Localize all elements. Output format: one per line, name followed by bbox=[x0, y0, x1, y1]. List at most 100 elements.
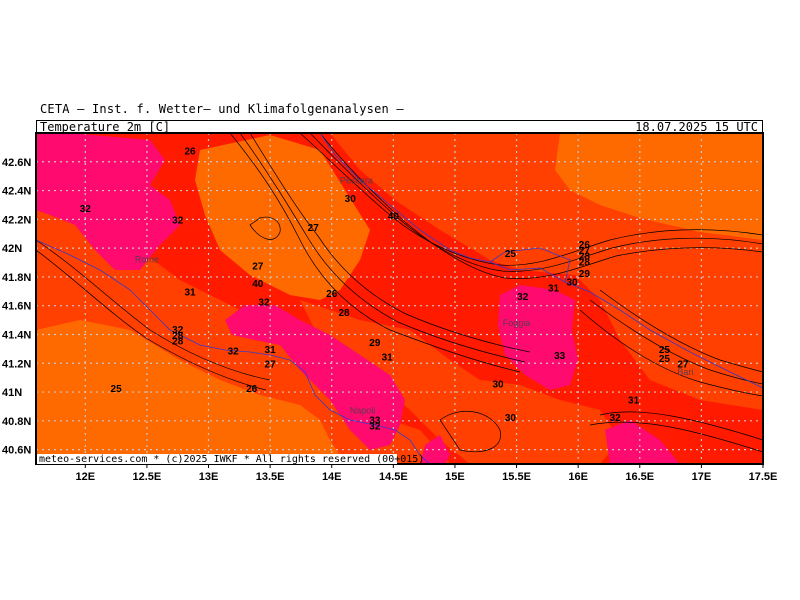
city-label-pescara: Pescara bbox=[340, 175, 373, 185]
isotherm-label: 27 bbox=[308, 223, 320, 234]
x-tick-label: 17.5E bbox=[749, 471, 778, 483]
field-33-campania bbox=[225, 305, 405, 450]
isotherm-label: 30 bbox=[345, 194, 357, 205]
y-tick-label: 42N bbox=[2, 243, 22, 255]
map-fields bbox=[36, 133, 763, 464]
y-tick-label: 42.2N bbox=[2, 214, 31, 226]
x-tick-label: 13.5E bbox=[256, 471, 285, 483]
sea-field-27-sw bbox=[36, 320, 345, 464]
isotherm-label: 26 bbox=[579, 240, 591, 251]
city-label-napoli: Napoli bbox=[350, 406, 376, 416]
isotherm-label: 32 bbox=[258, 298, 270, 309]
isotherm-label: 25 bbox=[111, 384, 123, 395]
isotherm-label: 28 bbox=[579, 257, 591, 268]
isotherm-label: 27 bbox=[677, 360, 689, 371]
isotherm-label: 29 bbox=[579, 269, 591, 280]
x-tick-label: 14.5E bbox=[379, 471, 408, 483]
isotherm-label: 27 bbox=[252, 262, 264, 273]
isotherm-line bbox=[249, 133, 531, 353]
field-29-inner bbox=[300, 300, 620, 464]
isotherm-label: 30 bbox=[493, 380, 505, 391]
isotherm-label: 31 bbox=[184, 288, 196, 299]
lat-lon-grid bbox=[36, 133, 763, 464]
isotherm-label: 32 bbox=[369, 421, 381, 432]
map-frame bbox=[35, 132, 764, 465]
isotherm-label: 40 bbox=[388, 211, 400, 222]
x-tick-label: 13E bbox=[199, 471, 219, 483]
coast-tyrrhenian bbox=[36, 239, 431, 464]
x-tick-label: 16E bbox=[568, 471, 588, 483]
isotherm-line bbox=[439, 411, 501, 453]
isotherm-line bbox=[36, 239, 271, 381]
footer-bg bbox=[37, 454, 397, 464]
isotherm-label: 31 bbox=[382, 352, 394, 363]
longitude-axis: 12E 12.5E 13E 13.5E 14E 14.5E 15E 15.5E 16E 16.5E… bbox=[75, 464, 777, 483]
isotherm-label: 31 bbox=[628, 396, 640, 407]
isotherm-label: 32 bbox=[172, 325, 184, 336]
field-27-apennine bbox=[195, 135, 370, 300]
field-33-lazio bbox=[36, 133, 180, 270]
city-labels: Pescara Rome Foggia Bari Napoli bbox=[135, 175, 693, 415]
x-tick-label: 12E bbox=[75, 471, 95, 483]
isotherm-line bbox=[599, 411, 763, 441]
coast-gargano bbox=[489, 247, 571, 283]
isotherm-line bbox=[36, 249, 267, 391]
x-tick-label: 15.5E bbox=[502, 471, 531, 483]
isotherm-label: 27 bbox=[265, 360, 277, 371]
isotherm-line bbox=[579, 309, 763, 397]
x-tick-label: 16.5E bbox=[625, 471, 654, 483]
y-tick-label: 41.8N bbox=[2, 272, 31, 284]
isotherm-label: 40 bbox=[252, 279, 264, 290]
isotherm-line bbox=[299, 133, 763, 266]
isotherm-label: 26 bbox=[326, 289, 338, 300]
institute-header: CETA — Inst. f. Wetter— und Klimafolgena… bbox=[40, 102, 404, 116]
isotherm-line bbox=[599, 289, 763, 373]
coastline bbox=[36, 133, 763, 464]
x-tick-label: 12.5E bbox=[133, 471, 162, 483]
isotherm-label: 30 bbox=[566, 278, 578, 289]
field-33-southeast bbox=[605, 420, 680, 464]
isotherm-label: 27 bbox=[579, 246, 591, 257]
isotherm-line bbox=[239, 133, 526, 363]
isotherm-label: 30 bbox=[505, 413, 517, 424]
isotherm-line bbox=[319, 133, 763, 279]
isotherm-label: 26 bbox=[246, 384, 258, 395]
isotherm-label: 32 bbox=[80, 204, 92, 215]
city-label-bari: Bari bbox=[677, 367, 693, 377]
isotherm-label: 31 bbox=[265, 345, 277, 356]
y-tick-label: 41.6N bbox=[2, 301, 31, 313]
isotherm-label: 28 bbox=[338, 308, 350, 319]
isotherm-line bbox=[249, 216, 281, 240]
isotherm-label: 33 bbox=[369, 416, 381, 427]
isotherm-label: 28 bbox=[172, 337, 184, 348]
x-tick-label: 15E bbox=[445, 471, 465, 483]
y-tick-label: 41.2N bbox=[2, 358, 31, 370]
isotherm-line bbox=[309, 133, 763, 272]
isotherm-label: 25 bbox=[659, 345, 671, 356]
isotherm-label: 32 bbox=[517, 292, 529, 303]
isotherm-label: 32 bbox=[228, 347, 240, 358]
isotherm-label: 28 bbox=[172, 331, 184, 342]
footer-copyright: meteo-services.com * (c)2025 IWKF * All … bbox=[39, 454, 424, 465]
x-tick-label: 14E bbox=[322, 471, 342, 483]
coast-adriatic bbox=[319, 133, 763, 389]
y-tick-label: 40.8N bbox=[2, 416, 31, 428]
x-tick-label: 17E bbox=[692, 471, 712, 483]
field-33-south bbox=[420, 435, 450, 464]
y-tick-label: 41.4N bbox=[2, 329, 31, 341]
city-label-foggia: Foggia bbox=[503, 318, 531, 328]
isotherm-label: 29 bbox=[369, 338, 381, 349]
isotherm-line bbox=[589, 421, 763, 453]
y-tick-label: 40.6N bbox=[2, 445, 31, 457]
isotherm-label: 28 bbox=[579, 252, 591, 263]
isotherm-label: 25 bbox=[659, 354, 671, 365]
latitude-axis: 42.6N 42.4N 42.2N 42N 41.8N 41.6N 41.4N 41.2N 41… bbox=[2, 157, 31, 457]
isotherm-label: 32 bbox=[172, 216, 184, 227]
isotherm-label: 32 bbox=[610, 413, 622, 424]
isotherm-label: 25 bbox=[505, 249, 517, 260]
adriatic-field-27 bbox=[555, 133, 763, 240]
isotherm-lines bbox=[36, 133, 763, 453]
y-tick-label: 41N bbox=[2, 387, 22, 399]
